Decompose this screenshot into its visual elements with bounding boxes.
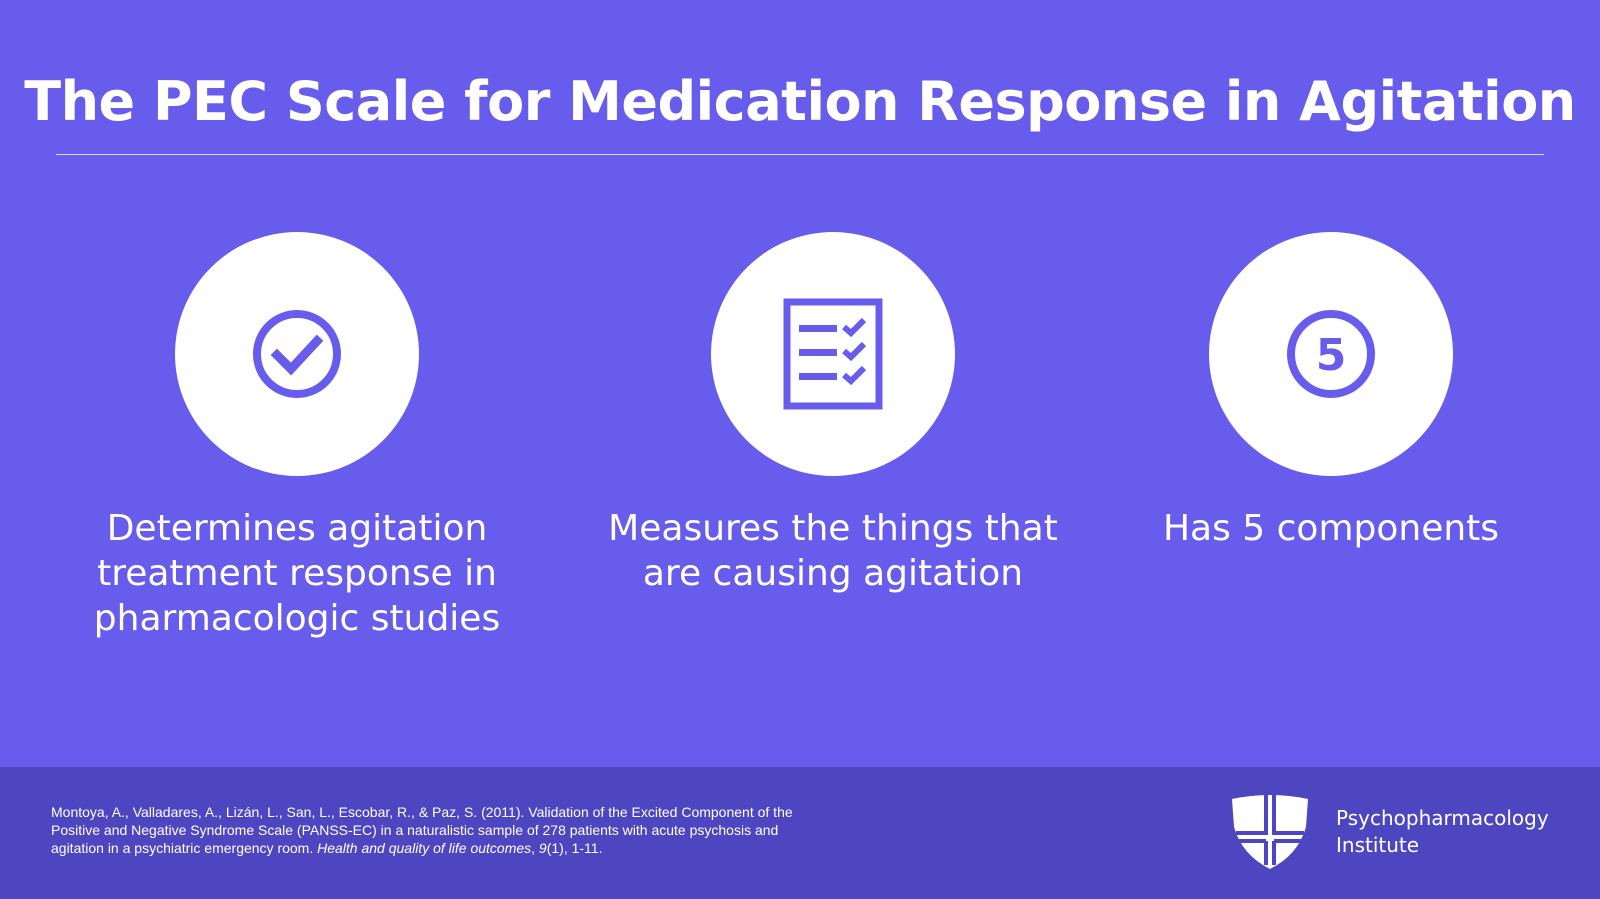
checklist-icon bbox=[783, 298, 883, 410]
number-five-circle-icon: 5 bbox=[1287, 310, 1375, 398]
citation-pages: (1), 1-11. bbox=[546, 840, 603, 856]
logo-wordmark: Psychopharmacology Institute bbox=[1336, 805, 1549, 859]
icon-circle bbox=[711, 232, 955, 476]
icon-circle bbox=[175, 232, 419, 476]
feature-text: Has 5 components bbox=[1162, 508, 1500, 549]
citation-separator: , bbox=[531, 840, 539, 856]
reference-citation: Montoya, A., Valladares, A., Lizán, L., … bbox=[51, 803, 831, 857]
check-circle-icon bbox=[253, 310, 341, 398]
logo-line-2: Institute bbox=[1336, 833, 1420, 857]
logo-line-1: Psychopharmacology bbox=[1336, 806, 1549, 830]
citation-text: Montoya, A., Valladares, A., Lizán, L., … bbox=[51, 804, 793, 856]
icon-circle: 5 bbox=[1209, 232, 1453, 476]
feature-text: Measures the things that are causing agi… bbox=[608, 508, 1058, 594]
footer-bar: Montoya, A., Valladares, A., Lizán, L., … bbox=[0, 767, 1600, 899]
feature-card-components: 5 Has 5 components bbox=[1101, 232, 1561, 551]
psychopharmacology-institute-logo: Psychopharmacology Institute bbox=[1230, 793, 1549, 871]
shield-logo-icon bbox=[1232, 795, 1308, 869]
icon-number: 5 bbox=[1316, 330, 1347, 381]
feature-card-measures: Measures the things that are causing agi… bbox=[603, 232, 1063, 596]
slide-title: The PEC Scale for Medication Response in… bbox=[24, 70, 1576, 133]
citation-volume: 9 bbox=[538, 840, 547, 856]
feature-card-treatment-response: Determines agitation treatment response … bbox=[67, 232, 527, 641]
citation-journal: Health and quality of life outcomes bbox=[317, 840, 532, 856]
title-divider bbox=[56, 154, 1544, 155]
feature-text: Determines agitation treatment response … bbox=[93, 508, 501, 639]
